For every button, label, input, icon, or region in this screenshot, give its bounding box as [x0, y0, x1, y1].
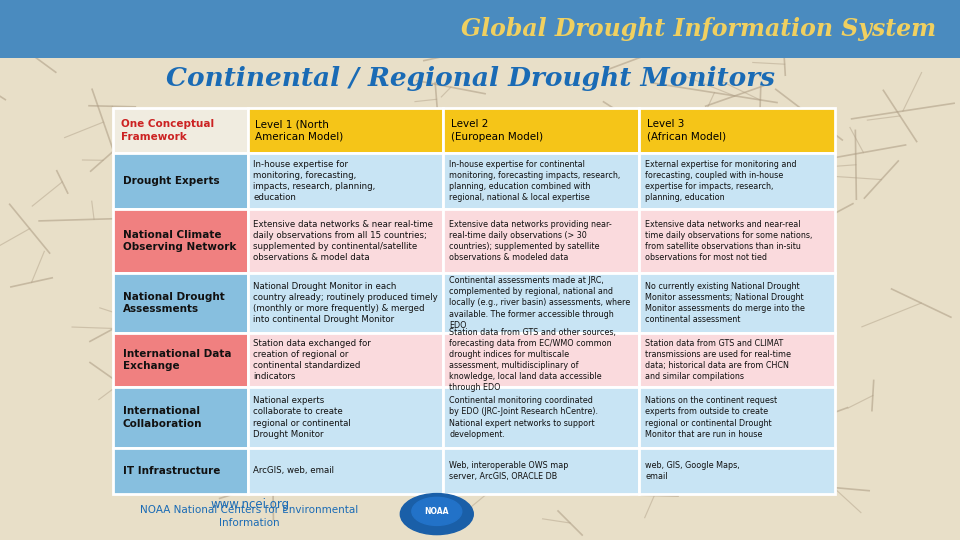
Text: Continental / Regional Drought Monitors: Continental / Regional Drought Monitors — [166, 66, 775, 91]
Text: Drought Experts: Drought Experts — [123, 176, 220, 186]
FancyBboxPatch shape — [444, 333, 639, 387]
Text: IT Infrastructure: IT Infrastructure — [123, 466, 220, 476]
FancyBboxPatch shape — [639, 153, 835, 209]
FancyBboxPatch shape — [444, 273, 639, 333]
Text: In-house expertise for
monitoring, forecasting,
impacts, research, planning,
edu: In-house expertise for monitoring, forec… — [253, 160, 375, 202]
FancyBboxPatch shape — [639, 273, 835, 333]
FancyBboxPatch shape — [113, 108, 248, 153]
FancyBboxPatch shape — [113, 387, 248, 448]
Text: Station data exchanged for
creation of regional or
continental standardized
indi: Station data exchanged for creation of r… — [253, 339, 371, 381]
Text: Continental assessments made at JRC,
complemented by regional, national and
loca: Continental assessments made at JRC, com… — [449, 276, 631, 330]
Text: Global Drought Information System: Global Drought Information System — [461, 17, 936, 41]
Text: National Climate
Observing Network: National Climate Observing Network — [123, 230, 236, 252]
Text: Extensive data networks providing near-
real-time daily observations (> 30
count: Extensive data networks providing near- … — [449, 220, 612, 262]
Text: Web, interoperable OWS map
server, ArcGIS, ORACLE DB: Web, interoperable OWS map server, ArcGI… — [449, 461, 568, 481]
FancyBboxPatch shape — [444, 387, 639, 448]
FancyBboxPatch shape — [639, 448, 835, 494]
FancyBboxPatch shape — [113, 333, 248, 387]
Text: In-house expertise for continental
monitoring, forecasting impacts, research,
pl: In-house expertise for continental monit… — [449, 160, 620, 202]
FancyBboxPatch shape — [248, 153, 444, 209]
FancyBboxPatch shape — [248, 108, 444, 153]
FancyBboxPatch shape — [113, 153, 248, 209]
FancyBboxPatch shape — [248, 448, 444, 494]
Text: No currently existing National Drought
Monitor assessments; National Drought
Mon: No currently existing National Drought M… — [645, 282, 804, 324]
Text: International Data
Exchange: International Data Exchange — [123, 349, 231, 372]
Text: NOAA: NOAA — [424, 508, 449, 516]
FancyBboxPatch shape — [639, 209, 835, 273]
FancyBboxPatch shape — [248, 333, 444, 387]
FancyBboxPatch shape — [444, 448, 639, 494]
FancyBboxPatch shape — [639, 333, 835, 387]
FancyBboxPatch shape — [0, 0, 960, 58]
Text: National Drought
Assessments: National Drought Assessments — [123, 292, 225, 314]
FancyBboxPatch shape — [113, 448, 248, 494]
FancyBboxPatch shape — [639, 108, 835, 153]
Text: National Drought Monitor in each
country already; routinely produced timely
(mon: National Drought Monitor in each country… — [253, 282, 438, 324]
Text: web, GIS, Google Maps,
email: web, GIS, Google Maps, email — [645, 461, 740, 481]
Text: NOAA National Centers for Environmental
Information: NOAA National Centers for Environmental … — [140, 505, 359, 528]
FancyBboxPatch shape — [248, 273, 444, 333]
Text: Level 1 (North
American Model): Level 1 (North American Model) — [255, 119, 344, 141]
FancyBboxPatch shape — [444, 108, 639, 153]
Circle shape — [400, 494, 473, 535]
Text: www.ncei.org: www.ncei.org — [210, 498, 289, 511]
Text: Station data from GTS and other sources,
forecasting data from EC/WMO common
dro: Station data from GTS and other sources,… — [449, 328, 616, 393]
Text: National experts
collaborate to create
regional or continental
Drought Monitor: National experts collaborate to create r… — [253, 396, 351, 438]
FancyBboxPatch shape — [113, 273, 248, 333]
Text: Extensive data networks & near real-time
daily observations from all 15 countrie: Extensive data networks & near real-time… — [253, 220, 433, 262]
Circle shape — [412, 497, 462, 525]
FancyBboxPatch shape — [113, 209, 248, 273]
Text: Level 2
(European Model): Level 2 (European Model) — [451, 119, 543, 141]
FancyBboxPatch shape — [639, 387, 835, 448]
Text: Level 3
(African Model): Level 3 (African Model) — [647, 119, 726, 141]
Text: One Conceptual
Framework: One Conceptual Framework — [121, 119, 214, 141]
FancyBboxPatch shape — [248, 209, 444, 273]
Text: External expertise for monitoring and
forecasting, coupled with in-house
experti: External expertise for monitoring and fo… — [645, 160, 797, 202]
Text: Station data from GTS and CLIMAT
transmissions are used for real-time
data; hist: Station data from GTS and CLIMAT transmi… — [645, 339, 791, 381]
Text: International
Collaboration: International Collaboration — [123, 406, 203, 429]
FancyBboxPatch shape — [444, 209, 639, 273]
Text: Continental monitoring coordinated
by EDO (JRC-Joint Research hCentre).
National: Continental monitoring coordinated by ED… — [449, 396, 598, 438]
FancyBboxPatch shape — [444, 153, 639, 209]
Text: Nations on the continent request
experts from outside to create
regional or cont: Nations on the continent request experts… — [645, 396, 778, 438]
Text: Extensive data networks and near-real
time daily observations for some nations,
: Extensive data networks and near-real ti… — [645, 220, 812, 262]
Text: ArcGIS, web, email: ArcGIS, web, email — [253, 467, 334, 475]
FancyBboxPatch shape — [248, 387, 444, 448]
